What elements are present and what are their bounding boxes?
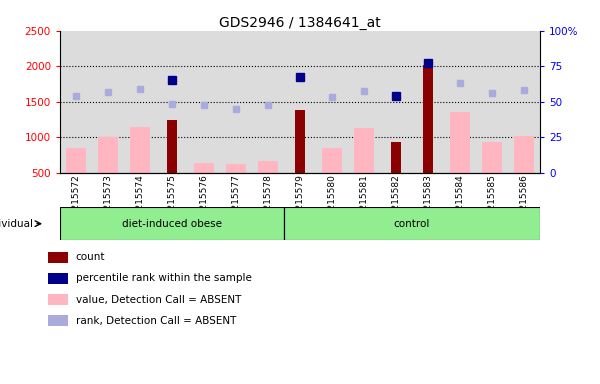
Bar: [48, 315, 68, 326]
Text: diet-induced obese: diet-induced obese: [122, 218, 222, 229]
Bar: [482, 142, 502, 173]
Bar: [424, 65, 433, 173]
Bar: [295, 109, 305, 173]
Text: individual: individual: [0, 218, 33, 229]
Bar: [48, 294, 68, 305]
Bar: [284, 207, 540, 240]
Bar: [48, 252, 68, 263]
Bar: [130, 127, 151, 173]
Bar: [226, 164, 247, 173]
Bar: [353, 128, 374, 173]
Bar: [65, 148, 86, 173]
Bar: [391, 142, 401, 173]
Bar: [194, 163, 214, 173]
Bar: [514, 136, 535, 173]
Bar: [60, 207, 284, 240]
Bar: [322, 148, 343, 173]
Bar: [449, 113, 470, 173]
Text: value, Detection Call = ABSENT: value, Detection Call = ABSENT: [76, 295, 241, 305]
Title: GDS2946 / 1384641_at: GDS2946 / 1384641_at: [219, 16, 381, 30]
Text: control: control: [394, 218, 430, 229]
Bar: [48, 273, 68, 284]
Bar: [167, 119, 176, 173]
Bar: [257, 161, 278, 173]
Text: rank, Detection Call = ABSENT: rank, Detection Call = ABSENT: [76, 316, 236, 326]
Bar: [98, 137, 118, 173]
Text: percentile rank within the sample: percentile rank within the sample: [76, 273, 251, 283]
Text: count: count: [76, 252, 105, 262]
